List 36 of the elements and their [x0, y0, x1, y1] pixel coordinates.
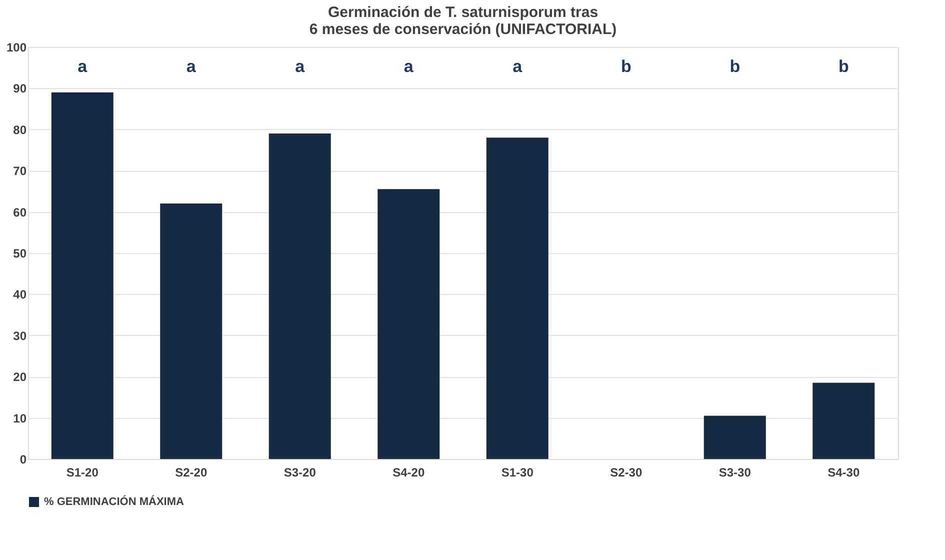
- bar: [812, 382, 875, 459]
- x-tick-label: S3-30: [718, 466, 752, 480]
- chart-title: Germinación de T. saturnisporum tras 6 meses de conservación (UNIFACTORIAL): [309, 4, 617, 38]
- y-tick-label: 0: [20, 452, 27, 466]
- annotation: a: [78, 57, 88, 76]
- y-tick-label: 10: [13, 411, 27, 426]
- y-tick-label: 30: [13, 328, 27, 343]
- annotation: b: [838, 57, 849, 76]
- bar: [704, 416, 766, 459]
- legend-label: % GERMINACIÓN MÁXIMA: [44, 495, 184, 508]
- annotation: b: [620, 57, 632, 76]
- x-tick-label: S3-20: [284, 466, 316, 480]
- annotation: b: [730, 57, 740, 76]
- bar: [51, 92, 114, 459]
- x-tick-label: S4-30: [828, 466, 860, 480]
- y-tick-label: 20: [13, 370, 27, 384]
- x-tick-label: S4-20: [392, 466, 425, 480]
- y-tick-label: 40: [13, 288, 27, 302]
- y-tick-label: 50: [13, 246, 27, 260]
- y-tick-label: 80: [13, 122, 27, 137]
- x-tick-label: S2-20: [175, 466, 208, 480]
- bar: [486, 138, 548, 459]
- annotation: a: [295, 57, 306, 76]
- x-tick-label: S2-30: [610, 466, 642, 480]
- bar: [378, 189, 440, 459]
- annotation: a: [186, 57, 196, 76]
- x-tick-label: S1-20: [66, 466, 99, 480]
- annotation: a: [512, 57, 523, 76]
- y-tick-label: 70: [13, 164, 27, 178]
- bar: [268, 134, 331, 459]
- annotation: a: [404, 57, 414, 76]
- y-tick-label: 60: [13, 205, 27, 220]
- bar: [160, 204, 222, 459]
- x-tick-label: S1-30: [501, 466, 534, 480]
- y-tick-label: 100: [6, 40, 27, 54]
- y-tick-label: 90: [13, 82, 27, 96]
